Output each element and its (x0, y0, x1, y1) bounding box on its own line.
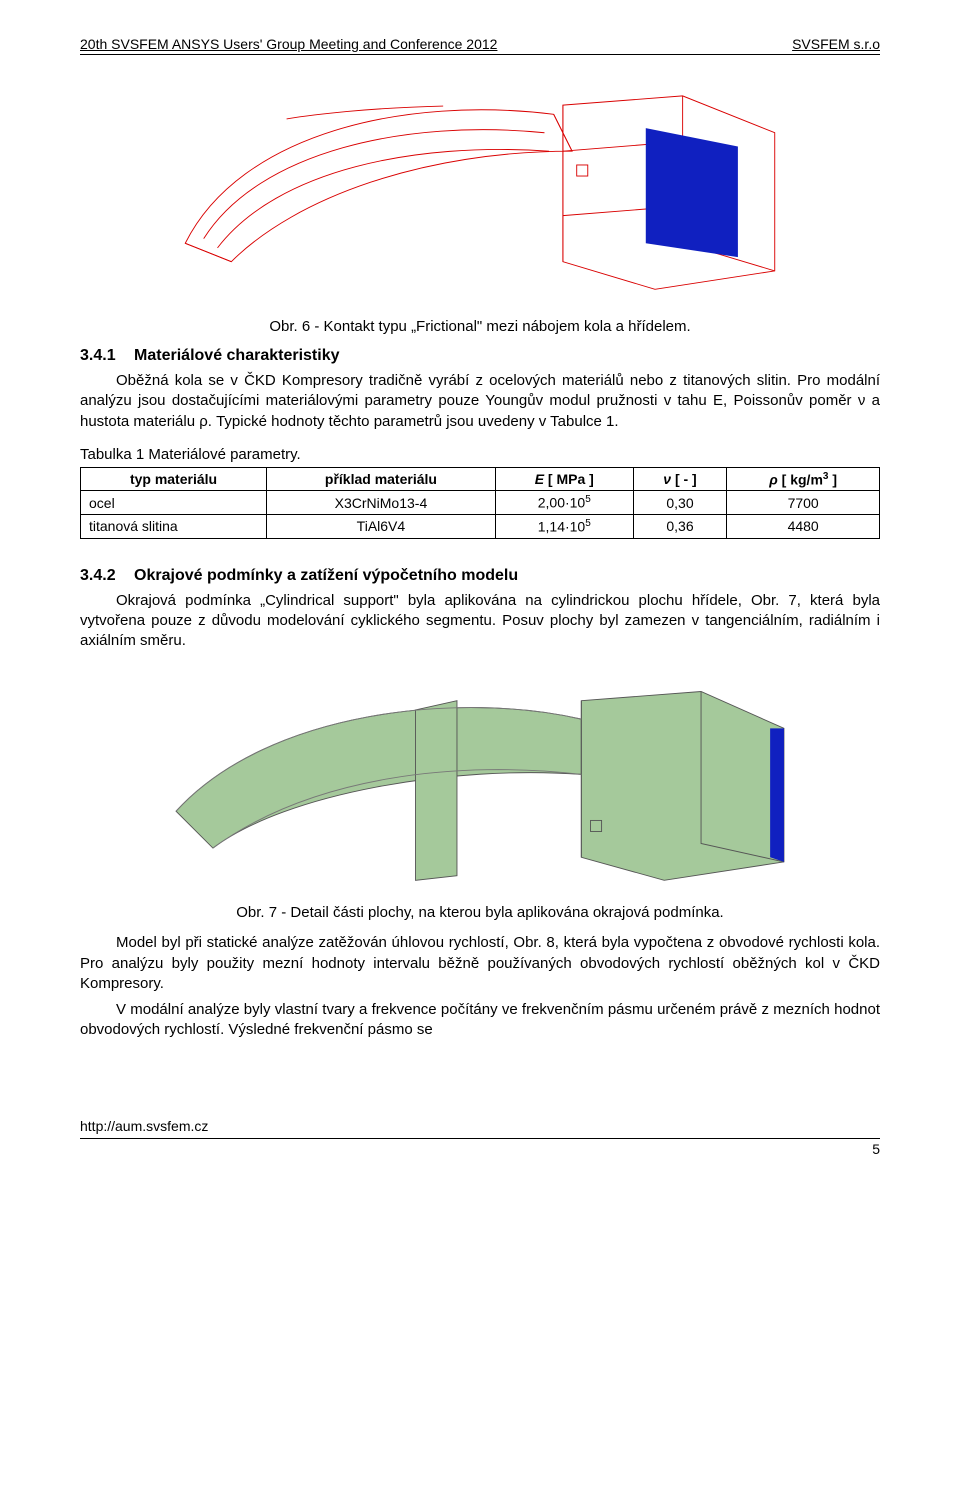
cell-typ: titanová slitina (81, 515, 267, 539)
cell-rho: 4480 (727, 515, 880, 539)
cell-E: 2,00·105 (495, 491, 633, 515)
cell-priklad: X3CrNiMo13-4 (267, 491, 496, 515)
section-3-4-1-para: Oběžná kola se v ČKD Kompresory tradičně… (80, 371, 880, 432)
section-3-4-2-title: Okrajové podmínky a zatížení výpočetního… (134, 567, 518, 584)
table-header-row: typ materiálu příklad materiálu E [ MPa … (81, 467, 880, 491)
col-rho: ρ [ kg/m3 ] (727, 467, 880, 491)
table-row: ocelX3CrNiMo13-42,00·1050,307700 (81, 491, 880, 515)
spacer (80, 539, 880, 557)
cell-typ: ocel (81, 491, 267, 515)
cell-priklad: TiAl6V4 (267, 515, 496, 539)
section-3-4-1-num: 3.4.1 (80, 347, 116, 365)
figure-6-svg (130, 73, 830, 303)
figure-7 (80, 669, 880, 894)
section-3-4-2-num: 3.4.2 (80, 567, 116, 585)
section-3-4-1-heading: 3.4.1 Materiálové charakteristiky (80, 347, 880, 365)
figure-7-svg (130, 669, 830, 889)
cell-rho: 7700 (727, 491, 880, 515)
page-header: 20th SVSFEM ANSYS Users' Group Meeting a… (80, 36, 880, 55)
section-3-4-1-title: Materiálové charakteristiky (134, 347, 339, 364)
bottom-para-2: V modální analýze byly vlastní tvary a f… (80, 1000, 880, 1041)
col-E: E [ MPa ] (495, 467, 633, 491)
figure-6 (80, 73, 880, 308)
page-footer: http://aum.svsfem.cz 5 (80, 1118, 880, 1157)
footer-url: http://aum.svsfem.cz (80, 1118, 880, 1134)
footer-pagenum: 5 (80, 1138, 880, 1157)
figure-7-caption: Obr. 7 - Detail části plochy, na kterou … (80, 904, 880, 921)
section-3-4-2-para: Okrajová podmínka „Cylindrical support" … (80, 591, 880, 652)
cell-nu: 0,36 (633, 515, 727, 539)
cell-E: 1,14·105 (495, 515, 633, 539)
figure-6-caption: Obr. 6 - Kontakt typu „Frictional" mezi … (80, 318, 880, 335)
cell-nu: 0,30 (633, 491, 727, 515)
bottom-para-1: Model byl při statické analýze zatěžován… (80, 933, 880, 994)
page: 20th SVSFEM ANSYS Users' Group Meeting a… (0, 0, 960, 1177)
col-priklad: příklad materiálu (267, 467, 496, 491)
table-1: typ materiálu příklad materiálu E [ MPa … (80, 467, 880, 539)
header-left: 20th SVSFEM ANSYS Users' Group Meeting a… (80, 36, 497, 52)
spacer-bottom (80, 1047, 880, 1117)
col-typ: typ materiálu (81, 467, 267, 491)
col-nu: ν [ - ] (633, 467, 727, 491)
header-right: SVSFEM s.r.o (792, 36, 880, 52)
section-3-4-2-heading: 3.4.2 Okrajové podmínky a zatížení výpoč… (80, 567, 880, 585)
table-1-title: Tabulka 1 Materiálové parametry. (80, 446, 880, 463)
table-row: titanová slitinaTiAl6V41,14·1050,364480 (81, 515, 880, 539)
